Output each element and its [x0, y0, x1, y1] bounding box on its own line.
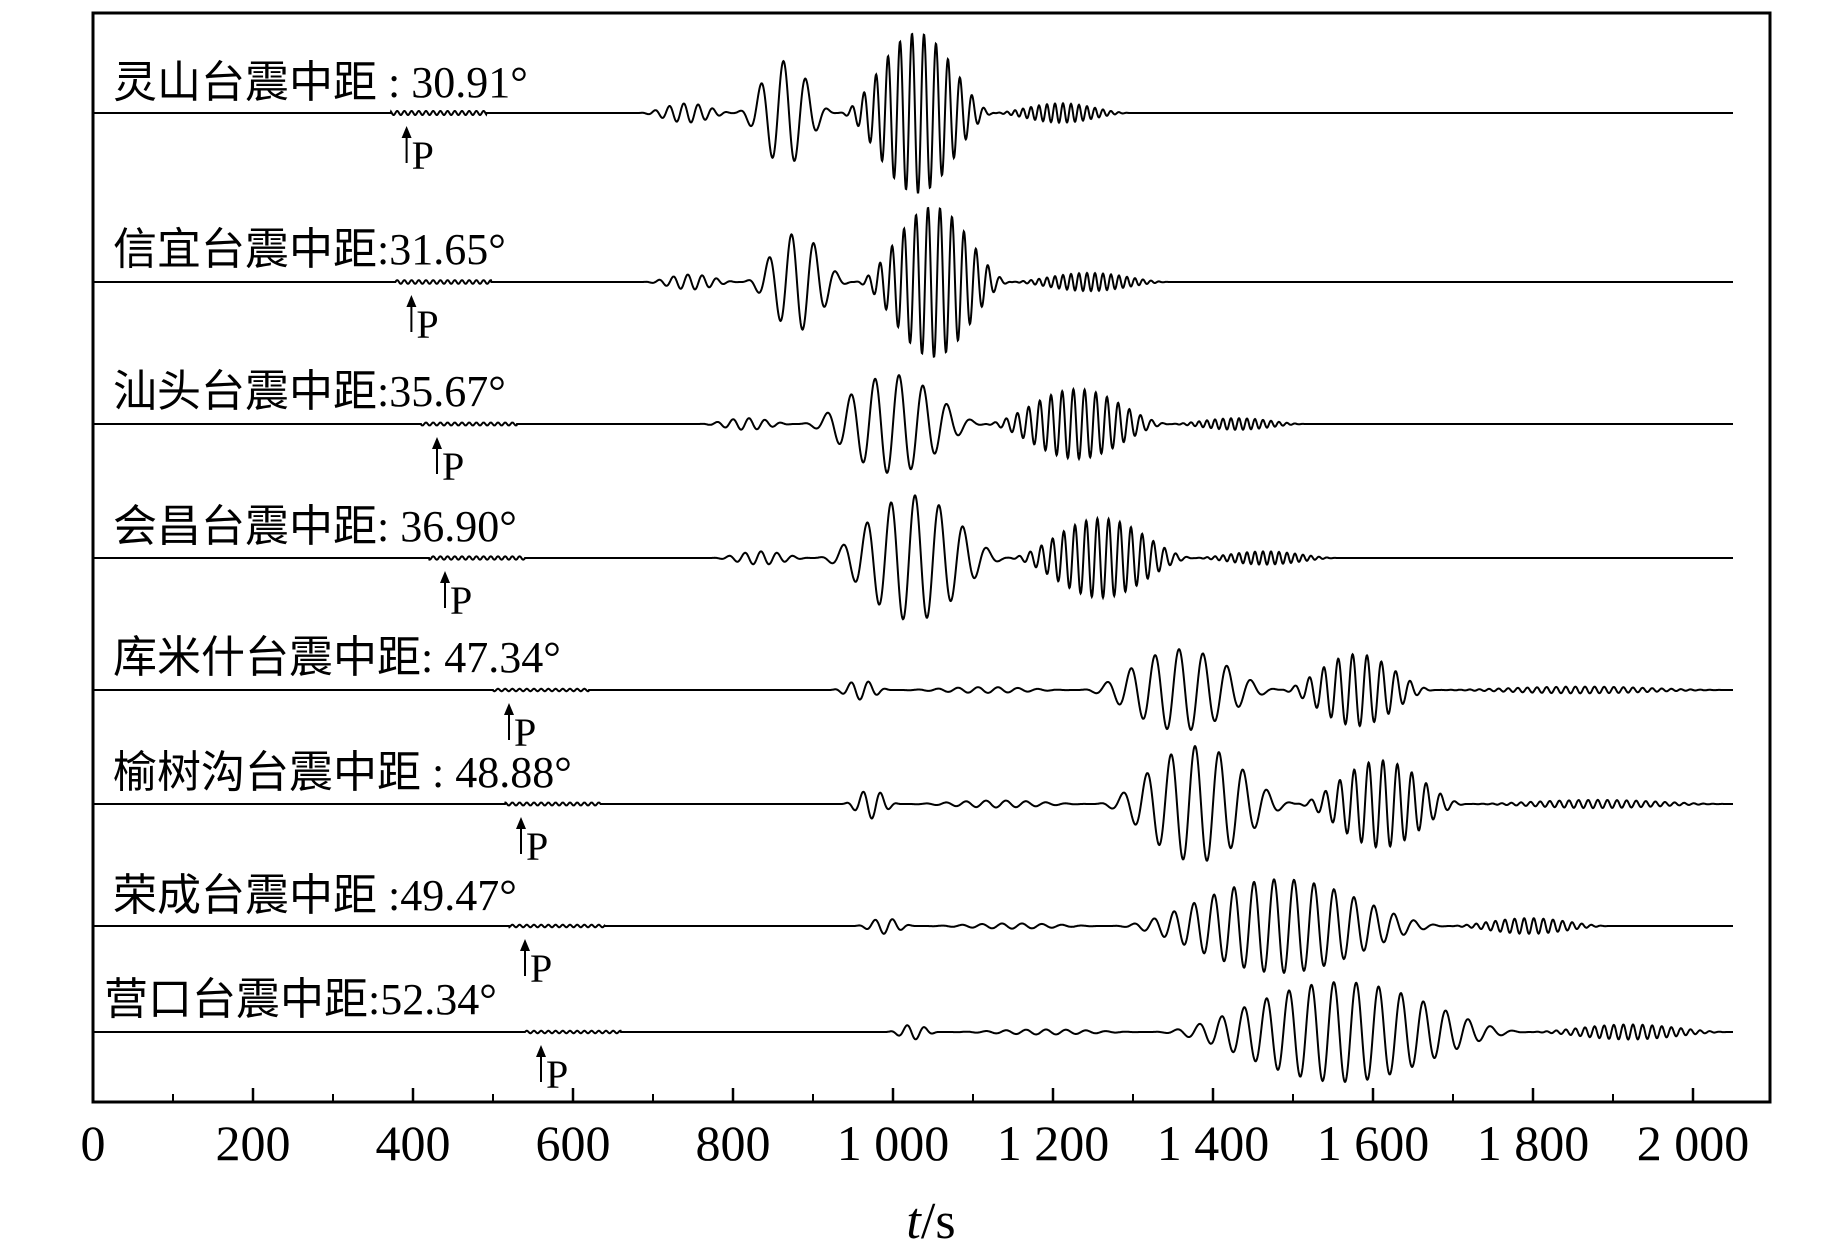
waveform-trace — [93, 744, 1733, 862]
station-label: 营口台震中距:52.34° — [104, 975, 497, 1024]
p-arrival-label: P — [416, 302, 438, 347]
waveform-trace — [93, 980, 1733, 1084]
waveform-trace — [93, 878, 1733, 974]
waveform-traces — [93, 32, 1733, 1084]
waveform-trace — [93, 648, 1733, 732]
waveform-trace — [93, 494, 1733, 621]
x-tick-label: 1 000 — [837, 1115, 950, 1171]
x-tick-label: 1 200 — [997, 1115, 1110, 1171]
p-arrival-arrowhead — [520, 939, 530, 951]
station-label: 汕头台震中距:35.67° — [113, 367, 506, 416]
p-arrival-markers: P P P P P P P P — [401, 126, 568, 1097]
station-label: 荣成台震中距 :49.47° — [113, 871, 517, 920]
p-arrival-arrowhead — [536, 1045, 546, 1057]
p-arrival-label: P — [442, 444, 464, 489]
p-arrival-arrowhead — [432, 437, 442, 449]
station-label: 会昌台震中距: 36.90° — [113, 502, 517, 551]
p-arrival-arrowhead — [516, 817, 526, 829]
p-arrival-arrowhead — [440, 571, 450, 583]
x-tick-label: 1 400 — [1157, 1115, 1270, 1171]
x-tick-label: 400 — [376, 1115, 451, 1171]
p-arrival-label: P — [526, 824, 548, 869]
waveform-trace — [93, 206, 1733, 358]
x-tick-label: 1 800 — [1477, 1115, 1590, 1171]
x-axis-var: t — [906, 1193, 922, 1250]
p-arrival-arrowhead — [401, 126, 412, 138]
x-tick-label: 2 000 — [1637, 1115, 1750, 1171]
x-axis-unit: /s — [921, 1193, 956, 1250]
station-label: 灵山台震中距 : 30.91° — [113, 58, 528, 107]
p-arrival-label: P — [514, 710, 536, 755]
station-labels: 灵山台震中距 : 30.91° 信宜台震中距:31.65° 汕头台震中距:35.67… — [104, 58, 572, 1024]
waveform-trace — [93, 374, 1733, 474]
station-label: 库米什台震中距: 47.34° — [113, 633, 561, 682]
x-tick-label: 1 600 — [1317, 1115, 1430, 1171]
x-tick-label: 200 — [216, 1115, 291, 1171]
x-axis: 0 200 400 600 800 1 000 1 200 1 400 1 600 1 800 2 … — [81, 1088, 1750, 1171]
p-arrival-label: P — [546, 1052, 568, 1097]
p-arrival-arrowhead — [406, 295, 417, 307]
x-axis-title: t/s — [906, 1193, 955, 1250]
waveform-trace — [93, 32, 1733, 194]
station-label: 信宜台震中距:31.65° — [113, 225, 506, 274]
p-arrival-arrowhead — [504, 703, 514, 715]
p-arrival-label: P — [450, 578, 472, 623]
station-label: 榆树沟台震中距 : 48.88° — [113, 748, 572, 797]
x-tick-label: 0 — [81, 1115, 106, 1171]
p-arrival-label: P — [412, 133, 434, 178]
x-tick-label: 600 — [536, 1115, 611, 1171]
p-arrival-label: P — [530, 946, 552, 991]
x-tick-label: 800 — [696, 1115, 771, 1171]
